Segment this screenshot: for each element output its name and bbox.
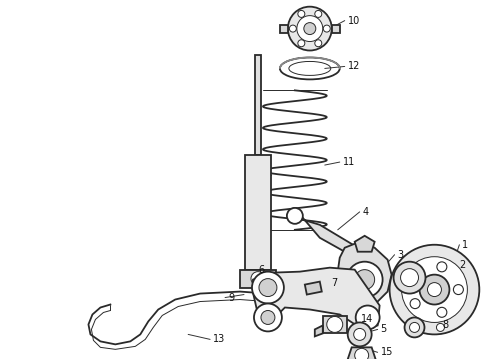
Circle shape	[348, 323, 371, 346]
Circle shape	[355, 348, 368, 360]
Circle shape	[298, 10, 305, 17]
Text: 9: 9	[228, 293, 234, 302]
Polygon shape	[338, 242, 392, 307]
Polygon shape	[305, 282, 322, 294]
Circle shape	[297, 15, 323, 41]
Circle shape	[298, 40, 305, 47]
Text: 10: 10	[348, 15, 360, 26]
Polygon shape	[253, 268, 380, 329]
Text: 12: 12	[348, 62, 360, 71]
Text: 14: 14	[361, 314, 373, 324]
Circle shape	[288, 7, 332, 50]
Text: 15: 15	[381, 347, 393, 357]
Circle shape	[437, 323, 444, 332]
Text: 5: 5	[381, 324, 387, 334]
Text: 6: 6	[258, 265, 264, 275]
Circle shape	[390, 245, 479, 334]
Text: 2: 2	[460, 260, 465, 270]
Text: 11: 11	[343, 157, 355, 167]
Polygon shape	[315, 325, 323, 336]
Polygon shape	[332, 24, 340, 32]
Circle shape	[251, 272, 265, 285]
Circle shape	[410, 323, 419, 332]
Polygon shape	[355, 236, 375, 252]
Circle shape	[287, 208, 303, 224]
Circle shape	[315, 10, 322, 17]
Polygon shape	[245, 155, 271, 270]
Circle shape	[401, 257, 467, 323]
Circle shape	[356, 306, 380, 329]
Polygon shape	[280, 24, 288, 32]
Text: 7: 7	[331, 278, 337, 288]
Text: 13: 13	[213, 334, 225, 345]
Polygon shape	[323, 316, 347, 333]
Circle shape	[315, 40, 322, 47]
Circle shape	[453, 285, 464, 294]
Circle shape	[355, 270, 375, 289]
Circle shape	[259, 279, 277, 297]
Circle shape	[393, 262, 425, 293]
Circle shape	[410, 299, 420, 309]
Circle shape	[400, 269, 418, 287]
Circle shape	[405, 318, 424, 337]
Polygon shape	[348, 302, 375, 319]
Polygon shape	[348, 347, 376, 360]
Circle shape	[261, 310, 275, 324]
Text: 4: 4	[363, 207, 369, 217]
Text: 3: 3	[397, 250, 404, 260]
Text: 8: 8	[442, 320, 448, 330]
Circle shape	[327, 316, 343, 332]
Circle shape	[419, 275, 449, 305]
Circle shape	[354, 328, 366, 340]
Circle shape	[252, 272, 284, 303]
Circle shape	[290, 25, 296, 32]
Text: 1: 1	[463, 240, 468, 250]
Circle shape	[427, 283, 441, 297]
Polygon shape	[287, 215, 365, 258]
Polygon shape	[240, 270, 276, 288]
Circle shape	[254, 303, 282, 332]
Circle shape	[437, 262, 447, 272]
Circle shape	[304, 23, 316, 35]
Circle shape	[410, 271, 420, 280]
Circle shape	[437, 307, 447, 317]
Circle shape	[323, 25, 330, 32]
Polygon shape	[255, 55, 261, 155]
Circle shape	[347, 262, 383, 298]
